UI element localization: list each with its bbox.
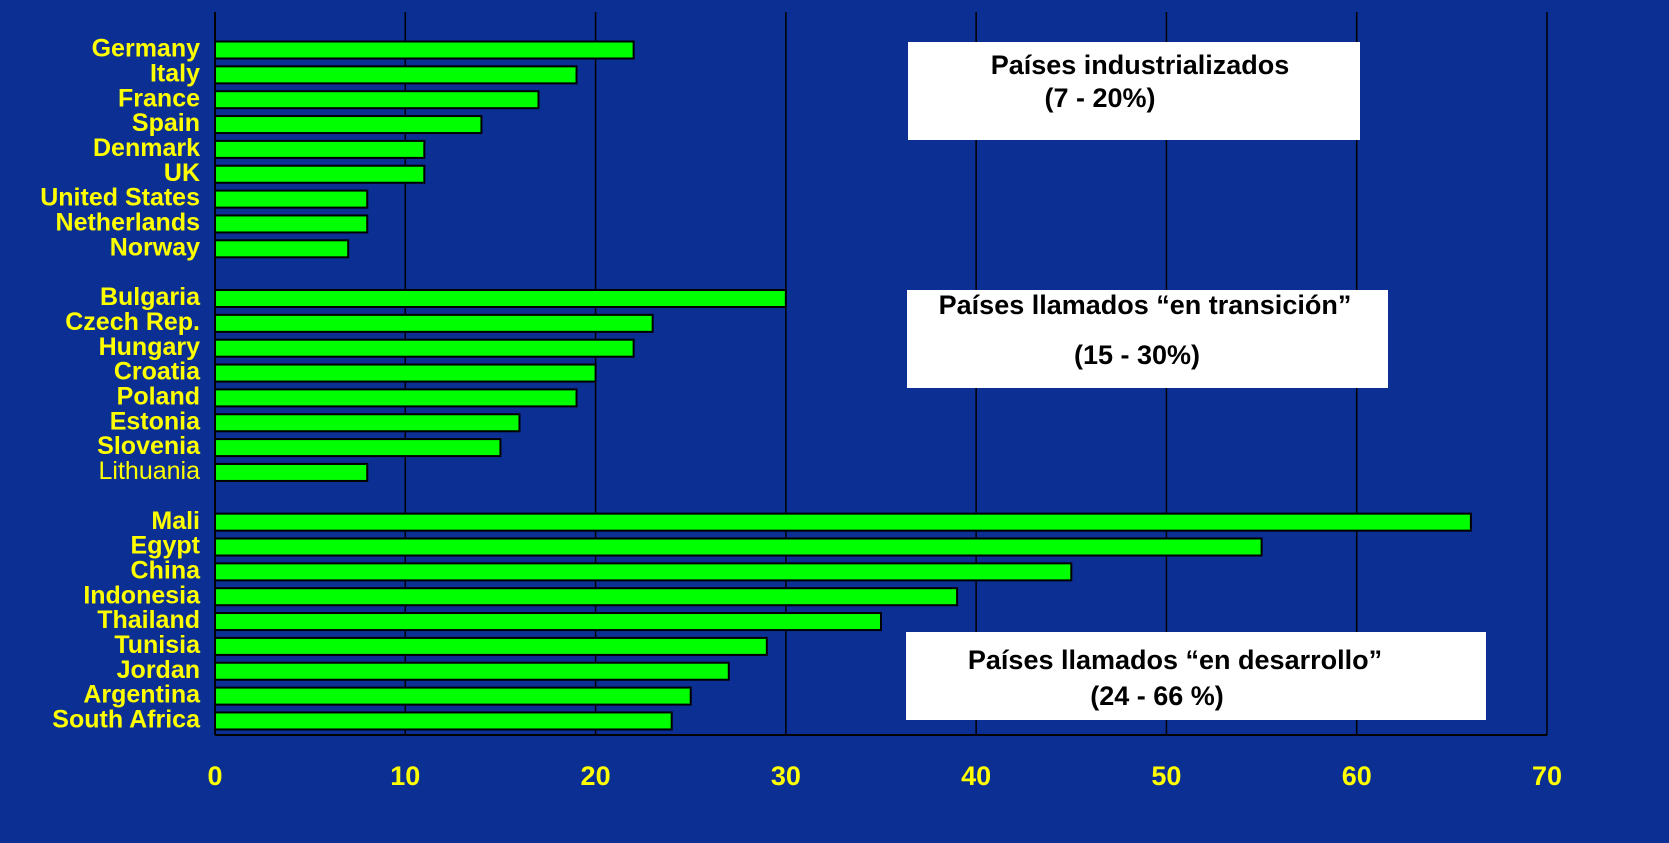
annotation-box <box>908 42 1360 140</box>
bar <box>214 164 426 184</box>
x-tick-label: 30 <box>771 761 801 791</box>
y-tick-label: Spain <box>132 109 200 137</box>
y-tick-label: Jordan <box>117 656 200 684</box>
bar <box>214 313 654 333</box>
bar <box>214 239 350 259</box>
bar <box>214 462 369 482</box>
bar <box>214 338 635 358</box>
bar <box>214 115 483 135</box>
y-tick-label: Lithuania <box>99 457 201 485</box>
bar <box>214 562 1073 582</box>
y-tick-label: Argentina <box>83 681 201 709</box>
y-tick-label: Thailand <box>97 606 200 634</box>
bar <box>214 661 730 681</box>
y-tick-label: UK <box>164 159 200 187</box>
annotation-text: Países llamados “en desarrollo” <box>968 645 1382 675</box>
bar <box>214 388 578 408</box>
bar <box>214 537 1263 557</box>
y-tick-label: Hungary <box>99 333 201 361</box>
y-tick-label: Germany <box>92 35 200 63</box>
x-tick-label: 10 <box>390 761 420 791</box>
bar <box>214 363 597 383</box>
annotation-box <box>906 632 1486 720</box>
bar <box>214 65 578 85</box>
y-tick-label: Italy <box>150 59 200 87</box>
y-tick-label: Egypt <box>131 532 201 560</box>
y-tick-label: South Africa <box>52 706 201 734</box>
y-tick-label: China <box>131 556 202 584</box>
annotation-box <box>907 290 1388 388</box>
annotation-text: (24 - 66 %) <box>1090 681 1224 711</box>
annotation-text: Países industrializados <box>991 50 1290 80</box>
y-tick-label: Croatia <box>114 358 201 386</box>
bar <box>214 612 882 632</box>
x-tick-label: 40 <box>961 761 991 791</box>
x-tick-label: 20 <box>581 761 611 791</box>
bar <box>214 512 1472 532</box>
y-tick-label: United States <box>40 184 200 212</box>
y-tick-label: Mali <box>151 507 200 535</box>
bar <box>214 189 369 209</box>
y-tick-label: Tunisia <box>114 631 201 659</box>
bar <box>214 40 635 60</box>
y-tick-label: France <box>118 84 200 112</box>
bar <box>214 90 540 110</box>
y-tick-label: Norway <box>110 233 200 261</box>
annotation-text: Países llamados “en transición” <box>939 290 1352 320</box>
y-tick-label: Denmark <box>93 134 200 162</box>
y-tick-label: Bulgaria <box>100 283 201 311</box>
bar <box>214 711 673 731</box>
y-tick-label: Czech Rep. <box>65 308 200 336</box>
bar <box>214 587 959 607</box>
bar <box>214 636 768 656</box>
y-tick-label: Poland <box>117 383 200 411</box>
x-tick-label: 70 <box>1532 761 1562 791</box>
y-tick-label: Slovenia <box>97 432 201 460</box>
bar <box>214 289 787 308</box>
bar <box>214 438 502 458</box>
bar <box>214 686 692 706</box>
annotation-text: (7 - 20%) <box>1044 83 1155 113</box>
bar <box>214 214 369 234</box>
bar <box>214 413 521 433</box>
y-tick-label: Netherlands <box>56 209 200 237</box>
x-tick-label: 60 <box>1342 761 1372 791</box>
x-tick-label: 0 <box>207 761 222 791</box>
y-tick-label: Estonia <box>110 407 201 435</box>
y-tick-label: Indonesia <box>83 581 201 609</box>
bar <box>214 139 426 159</box>
annotation-text: (15 - 30%) <box>1074 340 1200 370</box>
x-tick-label: 50 <box>1151 761 1181 791</box>
